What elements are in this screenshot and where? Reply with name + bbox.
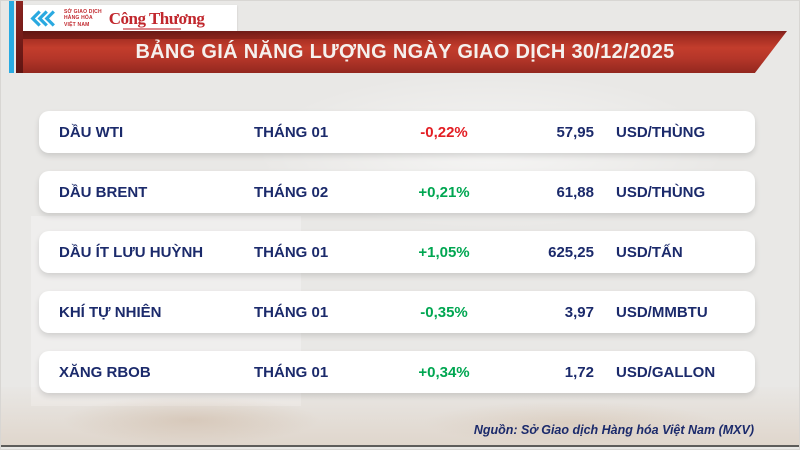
commodity-name: KHÍ TỰ NHIÊN <box>59 303 162 321</box>
price-unit: USD/GALLON <box>616 363 716 381</box>
contract-month: THÁNG 01 <box>254 303 329 321</box>
cong-thuong-tagline <box>123 28 181 30</box>
commodity-name: DẦU ÍT LƯU HUỲNH <box>59 243 204 261</box>
cong-thuong-logo: Công Thương <box>108 9 205 28</box>
commodity-name: DẦU WTI <box>59 123 124 141</box>
commodity-name: XĂNG RBOB <box>59 363 151 381</box>
table-row-khi-tu-nhien: KHÍ TỰ NHIÊN THÁNG 01 -0,35% 3,97 USD/MM… <box>39 291 755 333</box>
contract-month: THÁNG 01 <box>254 243 329 261</box>
table-row-dau-wti: DẦU WTI THÁNG 01 -0,22% 57,95 USD/THÙNG <box>39 111 755 153</box>
price-value: 3,97 <box>564 303 594 321</box>
mxv-logo-line1: SỞ GIAO DỊCH <box>64 9 102 16</box>
price-unit: USD/THÙNG <box>616 123 706 141</box>
mxv-logo-icon <box>30 10 55 27</box>
contract-month: THÁNG 02 <box>254 183 329 201</box>
table-row-dau-brent: DẦU BRENT THÁNG 02 +0,21% 61,88 USD/THÙN… <box>39 171 755 213</box>
change-percent: +0,34% <box>418 363 470 381</box>
logo-box: SỞ GIAO DỊCH HÀNG HÓA VIỆT NAM Công Thươ… <box>23 5 237 32</box>
header-accent-stripe-cyan <box>9 1 14 73</box>
price-unit: USD/MMBTU <box>616 303 708 321</box>
price-value: 625,25 <box>548 243 594 261</box>
source-credit: Nguồn: Sở Giao dịch Hàng hóa Việt Nam (M… <box>473 423 754 437</box>
price-value: 1,72 <box>564 363 594 381</box>
page-title: BẢNG GIÁ NĂNG LƯỢNG NGÀY GIAO DỊCH 30/12… <box>135 41 675 63</box>
mxv-logo-text: SỞ GIAO DỊCH HÀNG HÓA VIỆT NAM <box>64 9 102 28</box>
bottom-border-line <box>1 445 799 447</box>
price-unit: USD/THÙNG <box>616 183 706 201</box>
change-percent: +0,21% <box>418 183 470 201</box>
change-percent: -0,22% <box>420 123 468 141</box>
price-table: DẦU WTI THÁNG 01 -0,22% 57,95 USD/THÙNG … <box>39 111 755 411</box>
header-accent-stripe-maroon <box>16 1 23 73</box>
contract-month: THÁNG 01 <box>254 363 329 381</box>
table-row-dau-it-luu-huynh: DẦU ÍT LƯU HUỲNH THÁNG 01 +1,05% 625,25 … <box>39 231 755 273</box>
change-percent: +1,05% <box>418 243 470 261</box>
mxv-logo-line2: HÀNG HÓA <box>64 15 93 22</box>
contract-month: THÁNG 01 <box>254 123 329 141</box>
table-row-xang-rbob: XĂNG RBOB THÁNG 01 +0,34% 1,72 USD/GALLO… <box>39 351 755 393</box>
title-banner: BẢNG GIÁ NĂNG LƯỢNG NGÀY GIAO DỊCH 30/12… <box>23 31 787 73</box>
price-value: 61,88 <box>556 183 594 201</box>
price-unit: USD/TẤN <box>616 243 683 261</box>
change-percent: -0,35% <box>420 303 468 321</box>
price-value: 57,95 <box>556 123 594 141</box>
commodity-name: DẦU BRENT <box>59 183 148 201</box>
mxv-logo-line3: VIỆT NAM <box>64 21 90 28</box>
